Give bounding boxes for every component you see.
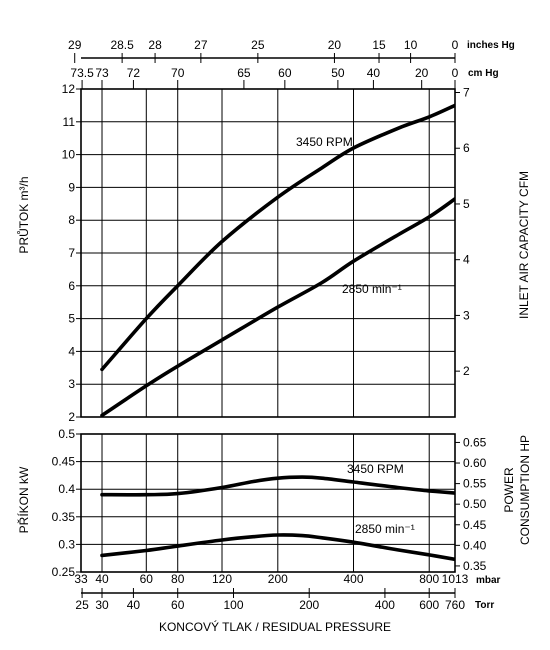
inches-hg-tick-label: 27 bbox=[194, 38, 208, 52]
mbar-tick-label: 40 bbox=[95, 572, 109, 586]
cm-hg-tick-label: 40 bbox=[367, 66, 381, 80]
y-tick-label: 5 bbox=[68, 312, 75, 326]
mbar-tick-label: 33 bbox=[74, 572, 88, 586]
y-tick-label: 9 bbox=[68, 180, 75, 194]
flow-y-axis-label: PRŮTOK m³/h bbox=[16, 176, 31, 253]
mbar-tick-label: 200 bbox=[268, 572, 288, 586]
upper-left-y-axis: 2 3 4 5 6 7 8 9 10 11 12 bbox=[62, 82, 81, 424]
series-label-3450-rpm-power: 3450 RPM bbox=[347, 462, 404, 476]
y-tick-label: 0.35 bbox=[52, 510, 76, 524]
cm-hg-tick-label: 20 bbox=[415, 66, 429, 80]
inches-hg-unit: inches Hg bbox=[467, 40, 515, 51]
torr-tick-label: 760 bbox=[445, 598, 465, 612]
lower-right-y-axis: 0.35 0.40 0.45 0.50 0.55 0.60 0.65 bbox=[455, 435, 487, 573]
cfm-y-axis-label: INLET AIR CAPACITY CFM bbox=[517, 171, 531, 319]
y2-tick-label: 0.50 bbox=[463, 497, 487, 511]
power-curve-2850-rpm bbox=[100, 533, 455, 562]
mbar-tick-label: 800 bbox=[419, 572, 439, 586]
inches-hg-axis: 29 28.5 28 27 25 20 15 10 0 bbox=[68, 38, 459, 63]
cm-hg-tick-label: 65 bbox=[237, 66, 251, 80]
mbar-axis: 33 40 60 80 120 200 400 800 1013 bbox=[74, 572, 468, 586]
cm-hg-tick-label: 73.5 bbox=[70, 66, 94, 80]
y2-tick-label: 3 bbox=[463, 308, 470, 322]
torr-tick-label: 40 bbox=[127, 598, 141, 612]
torr-axis: 25 30 40 60 100 200 400 600 760 bbox=[75, 588, 465, 612]
cm-hg-tick-label: 73 bbox=[95, 66, 109, 80]
torr-tick-label: 200 bbox=[299, 598, 319, 612]
y2-tick-label: 7 bbox=[463, 86, 470, 100]
mbar-tick-label: 80 bbox=[171, 572, 185, 586]
mbar-tick-label: 400 bbox=[343, 572, 363, 586]
inches-hg-tick-label: 15 bbox=[372, 38, 386, 52]
inches-hg-tick-label: 28 bbox=[148, 38, 162, 52]
y-tick-label: 7 bbox=[68, 246, 75, 260]
y-tick-label: 12 bbox=[62, 82, 76, 96]
torr-tick-label: 100 bbox=[223, 598, 243, 612]
y-tick-label: 11 bbox=[63, 115, 76, 129]
cm-hg-tick-label: 72 bbox=[127, 66, 141, 80]
inches-hg-tick-label: 28.5 bbox=[110, 38, 134, 52]
y2-tick-label: 4 bbox=[463, 253, 470, 267]
y-tick-label: 10 bbox=[62, 148, 76, 162]
cm-hg-unit: cm Hg bbox=[468, 68, 499, 79]
inches-hg-tick-label: 29 bbox=[68, 38, 82, 52]
mbar-tick-label: 120 bbox=[212, 572, 232, 586]
y2-tick-label: 6 bbox=[463, 141, 470, 155]
y2-tick-label: 0.40 bbox=[463, 538, 487, 552]
flow-curve-2850-rpm bbox=[100, 197, 455, 417]
y-tick-label: 6 bbox=[68, 279, 75, 293]
mbar-tick-label: 1013 bbox=[442, 572, 469, 586]
mbar-unit: mbar bbox=[476, 575, 501, 586]
inches-hg-tick-label: 10 bbox=[404, 38, 418, 52]
y-tick-label: 0.5 bbox=[58, 427, 75, 441]
y2-tick-label: 0.45 bbox=[463, 518, 487, 532]
y2-tick-label: 0.55 bbox=[463, 477, 487, 491]
torr-unit: Torr bbox=[475, 600, 494, 611]
y-tick-label: 0.3 bbox=[58, 537, 75, 551]
upper-plot-grid bbox=[81, 89, 455, 417]
y-tick-label: 0.4 bbox=[58, 482, 75, 496]
y-tick-label: 8 bbox=[68, 213, 75, 227]
torr-tick-label: 400 bbox=[375, 598, 395, 612]
power-kw-y-axis-label: PŘÍKON kW bbox=[16, 466, 31, 533]
x-axis-label: KONCOVÝ TLAK / RESIDUAL PRESSURE bbox=[159, 619, 391, 634]
power-curve-3450-rpm bbox=[100, 475, 455, 497]
upper-right-y-axis: 2 3 4 5 6 7 bbox=[455, 86, 470, 378]
torr-tick-label: 600 bbox=[419, 598, 439, 612]
series-label-2850-rpm-power: 2850 min⁻¹ bbox=[355, 522, 415, 536]
lower-plot-grid bbox=[81, 434, 455, 572]
torr-tick-label: 25 bbox=[75, 598, 89, 612]
inches-hg-tick-label: 0 bbox=[452, 38, 459, 52]
y2-tick-label: 5 bbox=[463, 197, 470, 211]
inches-hg-tick-label: 25 bbox=[251, 38, 265, 52]
y-tick-label: 3 bbox=[68, 377, 75, 391]
torr-tick-label: 60 bbox=[171, 598, 185, 612]
cm-hg-tick-label: 50 bbox=[331, 66, 345, 80]
y2-tick-label: 0.35 bbox=[463, 559, 487, 573]
cm-hg-axis: 73.5 73 72 70 65 60 50 40 20 0 bbox=[70, 66, 459, 89]
y2-tick-label: 2 bbox=[463, 364, 470, 378]
cm-hg-tick-label: 70 bbox=[171, 66, 185, 80]
y-tick-label: 0.45 bbox=[52, 455, 76, 469]
lower-plot-frame bbox=[80, 433, 456, 573]
power-hp-y-axis-label-line1: POWER bbox=[502, 467, 516, 513]
series-label-2850-rpm-flow: 2850 min⁻¹ bbox=[342, 282, 402, 296]
cm-hg-tick-label: 60 bbox=[278, 66, 292, 80]
y2-tick-label: 0.60 bbox=[463, 456, 487, 470]
lower-left-y-axis: 0.25 0.3 0.35 0.4 0.45 0.5 bbox=[52, 427, 81, 579]
mbar-tick-label: 60 bbox=[140, 572, 154, 586]
y-tick-label: 2 bbox=[68, 410, 75, 424]
inches-hg-tick-label: 20 bbox=[328, 38, 342, 52]
cm-hg-tick-label: 0 bbox=[452, 66, 459, 80]
y2-tick-label: 0.65 bbox=[463, 435, 487, 449]
power-hp-y-axis-label-line2: CONSUMPTION HP bbox=[518, 435, 532, 545]
flow-curve-3450-rpm bbox=[100, 103, 455, 372]
y-tick-label: 0.25 bbox=[52, 565, 76, 579]
y-tick-label: 4 bbox=[68, 344, 75, 358]
torr-tick-label: 30 bbox=[95, 598, 109, 612]
series-label-3450-rpm-flow: 3450 RPM bbox=[296, 135, 353, 149]
